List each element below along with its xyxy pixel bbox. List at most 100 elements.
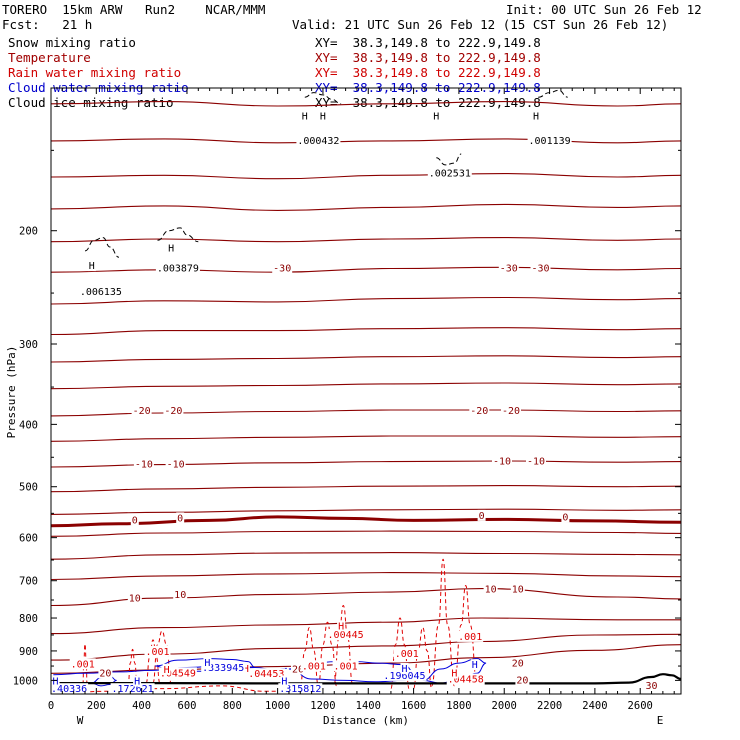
rain-contour-label: .001 — [145, 647, 169, 658]
temperature-contour — [50, 460, 682, 468]
temperature-contour-label: 30 — [645, 681, 657, 692]
temperature-contour-label: 10 — [485, 584, 497, 595]
cloud-water-contour-label-bg — [201, 661, 246, 673]
rain-contour-label: .04458 — [448, 675, 484, 686]
cloud-water-contour-label: .333945 — [202, 663, 244, 674]
x-axis-title: Distance (km) — [323, 714, 409, 727]
temperature-contour-label: -30 — [273, 264, 291, 275]
temperature-contour-label: -20 — [502, 406, 520, 417]
temperature-contour — [50, 266, 682, 273]
ice-snow-contour-label-bg — [427, 167, 472, 179]
rain-contour-label: .00445 — [328, 630, 364, 641]
ice-snow-contour-label-bg — [432, 110, 441, 122]
rain-contour-label-bg — [247, 668, 286, 680]
temperature-contour-label: -20 — [164, 406, 182, 417]
east-end-label: E — [657, 714, 664, 727]
y-tick-label: 300 — [19, 339, 38, 351]
temperature-contour-label-bg — [163, 404, 184, 416]
x-tick-label: 2600 — [628, 700, 653, 712]
cloud-water-contour-label: H — [401, 664, 407, 675]
rain-contour-label: .001 — [334, 661, 358, 672]
rain-contour-label-bg — [144, 645, 171, 657]
temperature-contour-label: 20 — [512, 658, 524, 669]
rain-contour-label-bg — [300, 660, 327, 672]
x-tick-label: 1400 — [356, 700, 381, 712]
temperature-contour-label: 10 — [512, 584, 524, 595]
cloud-water-contour-label-bg — [280, 675, 289, 687]
temperature-contour-label-bg — [515, 674, 530, 686]
cloud-water-contour-label: H — [204, 658, 210, 669]
cloud-water-contour-label: H — [472, 660, 478, 671]
ice-snow-contour-label-bg — [296, 134, 341, 146]
ice-snow-contour-label-bg — [155, 262, 200, 274]
legend-rain-name: Rain water mixing ratio — [8, 65, 182, 80]
cloud-water-contour-label: H — [281, 677, 287, 688]
temperature-contour-label-bg — [510, 657, 525, 669]
x-tick-label: 1800 — [446, 700, 471, 712]
cloud-water-contour-label-bg — [382, 669, 427, 681]
ice-snow-contour-label: .003879 — [157, 264, 199, 275]
temperature-contour-label: 20 — [99, 668, 111, 679]
ice-snow-contour-label-bg — [300, 110, 309, 122]
ice-snow-contour-label: H — [302, 112, 308, 123]
ice-snow-contour-label-bg — [318, 110, 327, 122]
x-tick-label: 400 — [132, 700, 151, 712]
rain-contour-label-bg — [332, 660, 359, 672]
x-tick-label: 1000 — [265, 700, 290, 712]
rain-contour — [145, 639, 161, 684]
temperature-contour — [50, 508, 682, 515]
rain-contour — [127, 648, 138, 687]
init-time: Init: 00 UTC Sun 26 Feb 12 — [506, 2, 702, 17]
ice-snow-contour-label: .002531 — [429, 169, 471, 180]
ice-snow-contour-label: H — [168, 243, 174, 254]
ice-snow-contour-label-bg — [87, 260, 96, 272]
rain-contour-label-bg — [337, 620, 346, 632]
x-tick-label: 2000 — [492, 700, 517, 712]
ice-snow-contour-label: .000432 — [297, 136, 339, 147]
x-tick-label: 1200 — [310, 700, 335, 712]
temperature-contour — [50, 296, 682, 305]
cloud-water-contour-label: H — [134, 677, 140, 688]
temperature-contour-label-bg — [483, 583, 498, 595]
temperature-contour-label-bg — [526, 455, 546, 467]
y-axis-title: Pressure (hPa) — [5, 346, 18, 439]
temperature-contour-label: 0 — [479, 511, 485, 522]
ice-snow-contour-label: H — [533, 112, 539, 123]
temperature-contour — [50, 138, 682, 144]
temperature-contour-label-bg — [510, 583, 525, 595]
temperature-contour-label-bg — [469, 404, 490, 416]
ice-snow-contour — [538, 89, 568, 98]
rain-contour — [299, 627, 319, 687]
temperature-contour-label: -30 — [531, 264, 549, 275]
cloud-water-contour-label-bg — [470, 659, 479, 671]
temperature-contour — [50, 617, 681, 635]
ice-snow-contour — [84, 237, 120, 258]
rain-contour-label: H — [164, 665, 170, 676]
temperature-contour-label-bg — [291, 663, 305, 675]
temperature-contour-label-bg — [173, 589, 188, 601]
x-tick-label: 600 — [178, 700, 197, 712]
temperature-contour-label: 10 — [129, 594, 141, 605]
ice-snow-contour-label: H — [89, 261, 95, 272]
temperature-contour — [50, 355, 682, 363]
rain-contour-label: .001 — [395, 649, 419, 660]
terrain-line — [50, 673, 682, 685]
temperature-contour-label: 0 — [132, 515, 138, 526]
plot-frame — [50, 87, 682, 695]
y-tick-label: 1000 — [13, 675, 38, 687]
temperature-contour-label: -20 — [470, 406, 488, 417]
rain-contour-label-bg — [162, 663, 171, 675]
rain-contour-label: H — [243, 664, 249, 675]
temperature-contour — [50, 552, 682, 560]
temperature-contour-label-bg — [165, 458, 186, 470]
temperature-contour-label-bg — [498, 262, 519, 274]
temperature-contour-label-bg — [98, 667, 113, 679]
temperature-contour — [50, 203, 682, 211]
ice-snow-contour — [304, 92, 342, 105]
rain-contour-label-bg — [393, 648, 420, 659]
temperature-contour-label-bg — [131, 404, 152, 416]
terrain-line — [50, 673, 682, 685]
rain-contour-label-bg — [446, 673, 485, 685]
x-tick-label: 2200 — [537, 700, 562, 712]
